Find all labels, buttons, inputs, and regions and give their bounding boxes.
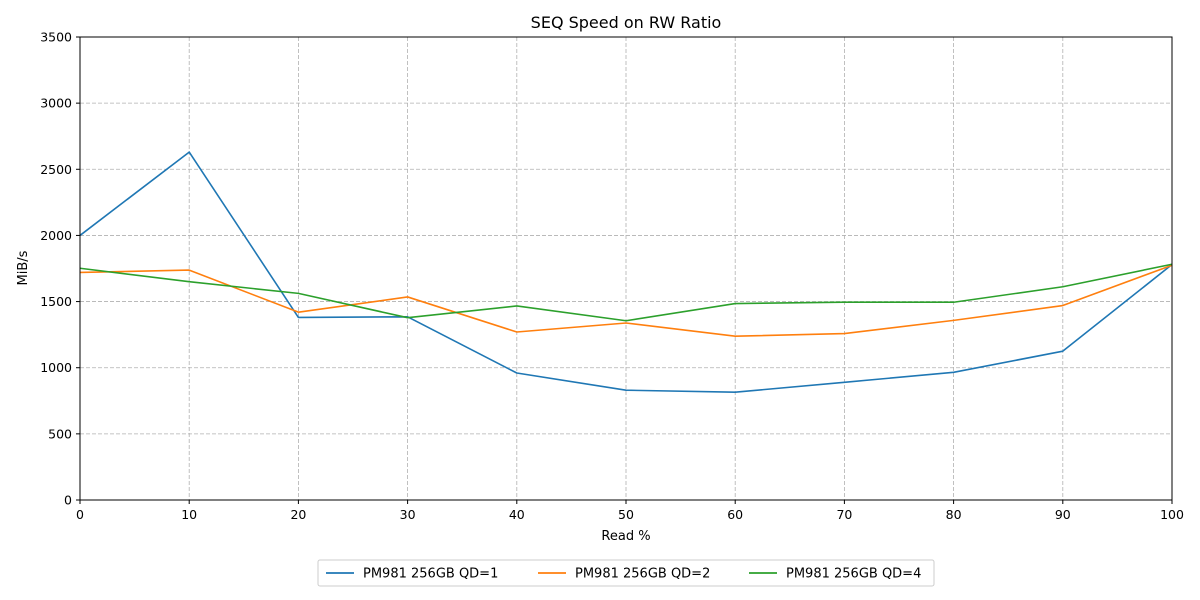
series-lines xyxy=(79,151,1173,393)
x-axis-ticks: 0 10 20 30 40 50 60 70 80 90 100 xyxy=(76,500,1184,522)
series-line-qd2 xyxy=(79,264,1173,338)
y-tick-label: 0 xyxy=(64,493,72,508)
x-tick-label: 60 xyxy=(727,507,743,522)
legend-label: PM981 256GB QD=2 xyxy=(575,567,710,582)
x-tick-label: 90 xyxy=(1055,507,1071,522)
x-tick-label: 100 xyxy=(1160,507,1184,522)
y-tick-label: 2000 xyxy=(40,228,72,243)
y-tick-label: 3500 xyxy=(40,30,72,45)
x-tick-label: 30 xyxy=(400,507,416,522)
y-tick-label: 3000 xyxy=(40,96,72,111)
x-tick-label: 10 xyxy=(181,507,197,522)
y-axis-ticks: 0 500 1000 1500 2000 2500 3000 3500 xyxy=(40,30,80,508)
legend-frame xyxy=(317,559,935,587)
x-tick-label: 0 xyxy=(76,507,84,522)
y-tick-label: 1500 xyxy=(40,294,72,309)
x-axis-label: Read % xyxy=(601,529,650,544)
series-line-qd1 xyxy=(79,151,1173,393)
series-line-qd4 xyxy=(79,263,1173,322)
y-tick-label: 1000 xyxy=(40,360,72,375)
x-tick-label: 70 xyxy=(836,507,852,522)
y-axis-label: MiB/s xyxy=(16,250,31,285)
x-tick-label: 80 xyxy=(946,507,962,522)
x-tick-label: 50 xyxy=(618,507,634,522)
grid xyxy=(79,36,1173,501)
x-tick-label: 40 xyxy=(509,507,525,522)
y-tick-label: 2500 xyxy=(40,162,72,177)
chart-title: SEQ Speed on RW Ratio xyxy=(531,13,722,32)
legend-label: PM981 256GB QD=1 xyxy=(363,567,498,582)
x-tick-label: 20 xyxy=(290,507,306,522)
y-tick-label: 500 xyxy=(48,426,72,441)
legend: PM981 256GB QD=1 PM981 256GB QD=2 PM981 25… xyxy=(317,559,935,587)
legend-label: PM981 256GB QD=4 xyxy=(786,567,921,582)
